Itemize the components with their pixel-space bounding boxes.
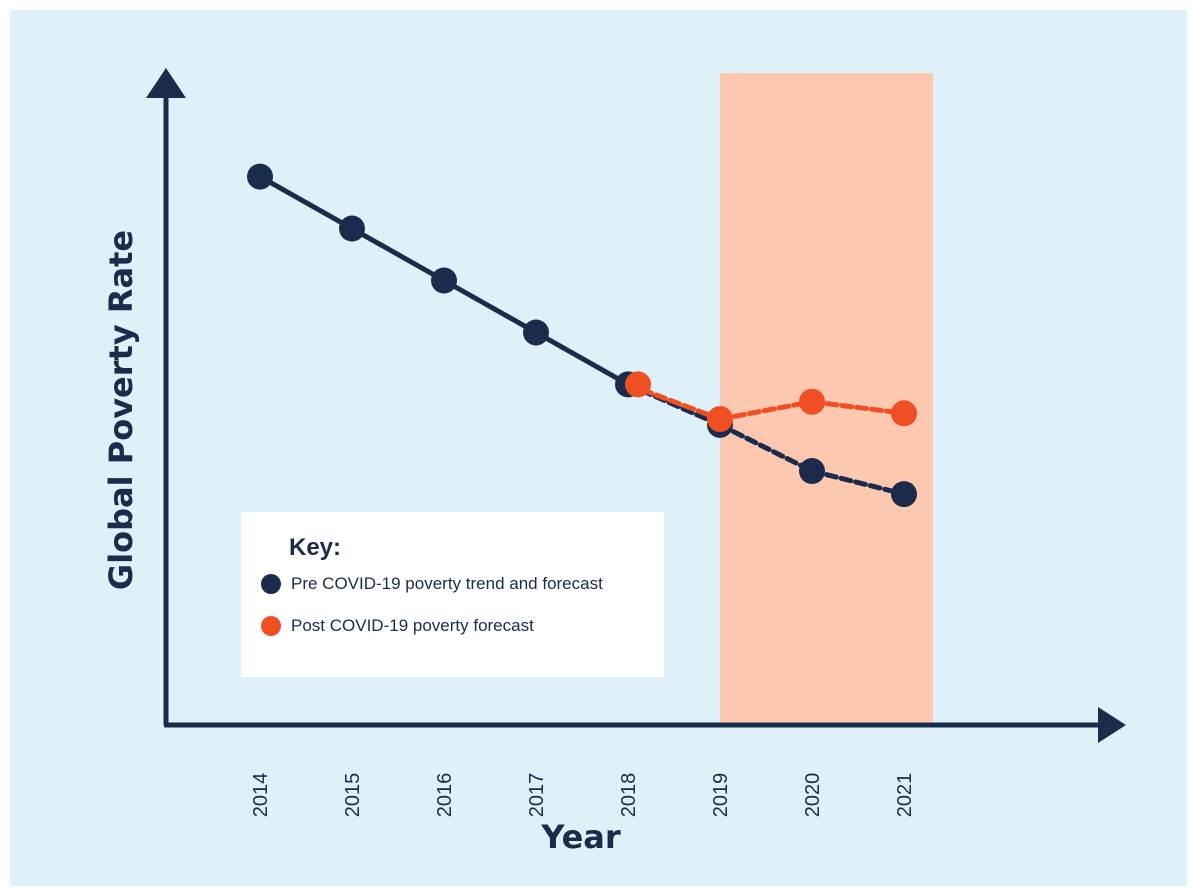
- series-0-point-2015: [339, 215, 365, 242]
- series-0-segment-6: [809, 468, 907, 497]
- series-0-segment-0: [257, 174, 355, 232]
- y-axis-title: Global Poverty Rate: [102, 230, 140, 590]
- series-0-point-2014: [247, 163, 273, 190]
- series-1-point-2018: [625, 371, 651, 398]
- series-1-segment-2: [809, 399, 907, 416]
- legend-item-post-covid: Post COVID-19 poverty forecast: [261, 616, 534, 636]
- x-tick-label-2018: 2018: [618, 773, 640, 818]
- highlight-band: [720, 73, 933, 725]
- chart-panel: 2014 2015 2016 2017 2018 2019 2020 2021 Year Glob…: [10, 10, 1187, 886]
- x-tick-label-2020: 2020: [802, 773, 824, 818]
- legend-label-post-covid: Post COVID-19 poverty forecast: [291, 616, 534, 635]
- series-0-segment-5: [717, 422, 815, 474]
- x-tick-label-2015: 2015: [342, 773, 364, 818]
- legend: Key: Pre COVID-19 poverty trend and fore…: [241, 512, 664, 677]
- chart-svg: 2014 2015 2016 2017 2018 2019 2020 2021 Year Glob…: [102, 68, 1126, 856]
- legend-marker-post-covid: [261, 616, 281, 636]
- series-1-point-2021: [891, 400, 917, 427]
- series-0-point-2016: [431, 267, 457, 294]
- x-axis-arrow: [1098, 707, 1126, 743]
- x-tick-label-2019: 2019: [710, 773, 732, 818]
- series-0-segment-2: [441, 278, 539, 335]
- series-1-point-2020: [799, 388, 825, 415]
- y-axis-arrow: [146, 68, 186, 98]
- series-0-segment-1: [349, 226, 447, 283]
- x-axis-title: Year: [540, 818, 621, 856]
- series-0-segment-3: [533, 329, 631, 387]
- series-1-segment-1: [717, 399, 815, 422]
- legend-label-pre-covid: Pre COVID-19 poverty trend and forecast: [291, 574, 603, 593]
- x-tick-label-2016: 2016: [434, 773, 456, 818]
- x-tick-label-2017: 2017: [526, 773, 548, 818]
- series-0-point-2020: [799, 458, 825, 484]
- series-1-point-2019: [707, 406, 733, 433]
- series-0-point-2017: [523, 319, 549, 346]
- x-tick-label-2021: 2021: [894, 773, 916, 818]
- x-tick-label-2014: 2014: [250, 773, 272, 818]
- legend-item-pre-covid: Pre COVID-19 poverty trend and forecast: [261, 574, 603, 594]
- legend-title: Key:: [289, 534, 342, 561]
- legend-marker-pre-covid: [261, 574, 281, 594]
- series-0-point-2021: [891, 481, 917, 508]
